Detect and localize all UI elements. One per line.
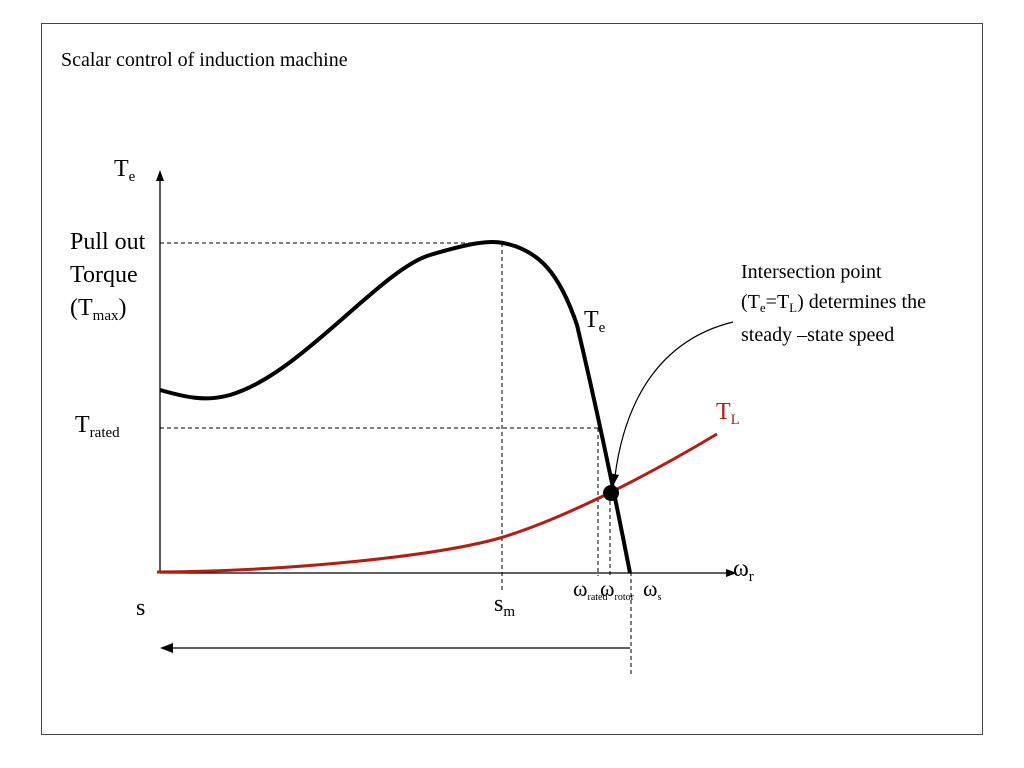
- slide-title: Scalar control of induction machine: [61, 49, 348, 71]
- load-torque-curve: [156, 432, 718, 574]
- pullout-label-line1: Pull out: [70, 229, 146, 255]
- pullout-label-line2: Torque: [70, 262, 138, 288]
- intersection-point: [603, 485, 619, 501]
- y-axis-arrowhead: [156, 170, 164, 181]
- slip-direction-arrowhead: [160, 643, 173, 653]
- rated-torque-label: Trated: [75, 412, 120, 441]
- tl-curve-label: TL: [716, 399, 740, 428]
- x-axis-label: ωr: [733, 556, 754, 585]
- annotation-line3: steady –state speed: [741, 324, 895, 346]
- pullout-label-line3: (Tmax): [70, 295, 127, 324]
- slip-label: s: [136, 595, 146, 621]
- omega-rated-label: ωrated: [573, 576, 608, 603]
- te-curve-label: Te: [584, 307, 606, 336]
- annotation-arrow: [614, 321, 734, 477]
- annotation-line2: (Te=TL) determines the: [741, 291, 926, 315]
- slide-frame: [41, 23, 983, 735]
- omega-s-label: ωs: [643, 576, 662, 603]
- omega-rotor-label: ωrotor: [600, 576, 634, 603]
- annotation-line1: Intersection point: [741, 261, 882, 283]
- annotation-arrowhead: [609, 473, 619, 486]
- sm-label: sm: [494, 591, 516, 620]
- electromagnetic-torque-curve: [159, 239, 632, 574]
- y-axis-label: Te: [114, 156, 136, 185]
- x-axis-arrowhead: [726, 569, 737, 577]
